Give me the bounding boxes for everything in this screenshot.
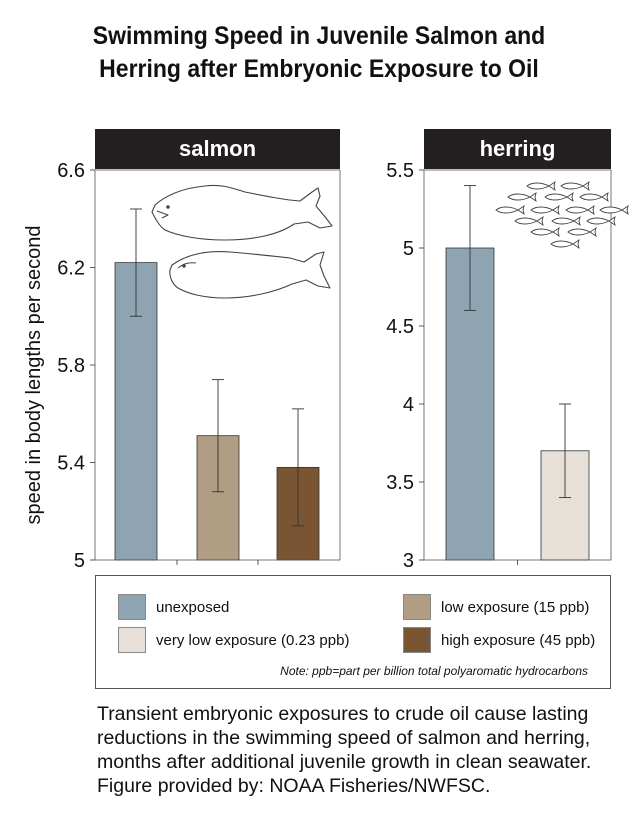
herring-fish-icon (495, 204, 525, 216)
chart-title: Swimming Speed in Juvenile Salmon and He… (26, 20, 613, 86)
salmon-y-tick-label: 5.4 (57, 453, 85, 475)
salmon-chart: 5 5.4 5.8 6.2 6.6 (57, 160, 341, 572)
salmon-fish-outline-icon (151, 184, 333, 299)
legend-label-high: high exposure (45 ppb) (441, 631, 596, 649)
herring-school-icon (495, 180, 629, 250)
herring-fish-icon (567, 226, 597, 238)
salmon-panel-header: salmon (95, 129, 340, 169)
chart-title-line-2: Herring after Embryonic Exposure to Oil (99, 55, 539, 83)
chart-title-line-1: Swimming Speed in Juvenile Salmon and (92, 22, 546, 50)
caption-line-1: Transient embryonic exposures to crude o… (97, 703, 589, 725)
legend-label-low: low exposure (15 ppb) (441, 598, 590, 616)
salmon-y-tick-label: 6.2 (57, 258, 85, 280)
herring-error-bar-1 (464, 185, 476, 311)
legend-label-unexposed: unexposed (156, 598, 230, 616)
herring-fish-icon (560, 180, 590, 192)
herring-panel-header: herring (424, 129, 611, 169)
herring-fish-icon (565, 204, 595, 216)
legend-swatch-very-low (118, 627, 146, 653)
herring-y-tick-label: 3.5 (386, 472, 414, 494)
herring-fish-icon (526, 180, 556, 192)
herring-fish-icon (507, 191, 537, 203)
legend-label-very-low: very low exposure (0.23 ppb) (156, 631, 350, 649)
herring-y-tick-label: 4 (403, 394, 414, 416)
salmon-error-bar-2 (212, 379, 224, 493)
legend: unexposed very low exposure (0.23 ppb) l… (95, 575, 611, 689)
legend-swatch-low (403, 594, 431, 620)
herring-fish-icon (530, 204, 560, 216)
figure-caption: Transient embryonic exposures to crude o… (97, 702, 612, 798)
legend-item-low: low exposure (15 ppb) (403, 594, 589, 620)
herring-fish-icon (586, 215, 616, 227)
herring-fish-icon (599, 204, 629, 216)
salmon-error-bar-3 (292, 408, 304, 527)
herring-y-tick-label: 4.5 (386, 316, 414, 338)
y-axis-title: speed in body lengths per second (23, 225, 45, 524)
salmon-y-tick-label: 5 (74, 550, 85, 572)
herring-fish-icon (514, 215, 544, 227)
legend-swatch-high (403, 627, 431, 653)
herring-y-tick-label: 5 (403, 238, 414, 260)
chart-area: speed in body lengths per second 5 5.4 5.8… (23, 160, 629, 572)
herring-chart: 3 3.5 4 4.5 5 5.5 (386, 160, 612, 572)
herring-y-tick-label: 5.5 (386, 160, 414, 182)
legend-item-high: high exposure (45 ppb) (403, 627, 595, 653)
caption-line-2: reductions in the swimming speed of salm… (97, 727, 591, 749)
salmon-y-tick-label: 6.6 (57, 160, 85, 182)
herring-y-tick-label: 3 (403, 550, 414, 572)
legend-swatch-unexposed (118, 594, 146, 620)
legend-item-very-low: very low exposure (0.23 ppb) (118, 627, 349, 653)
caption-line-3: months after additional juvenile growth … (97, 751, 592, 773)
herring-fish-icon (530, 226, 560, 238)
herring-error-bar-2 (559, 403, 571, 499)
salmon-error-bar-1 (130, 208, 142, 317)
caption-line-4: Figure provided by: NOAA Fisheries/NWFSC… (97, 775, 491, 797)
legend-item-unexposed: unexposed (118, 594, 229, 620)
herring-fish-icon (551, 215, 581, 227)
herring-fish-icon (579, 191, 609, 203)
herring-fish-icon (550, 238, 580, 250)
legend-note: Note: ppb=part per billion total polyaro… (280, 664, 588, 678)
salmon-y-tick-label: 5.8 (57, 355, 85, 377)
herring-fish-icon (544, 191, 574, 203)
